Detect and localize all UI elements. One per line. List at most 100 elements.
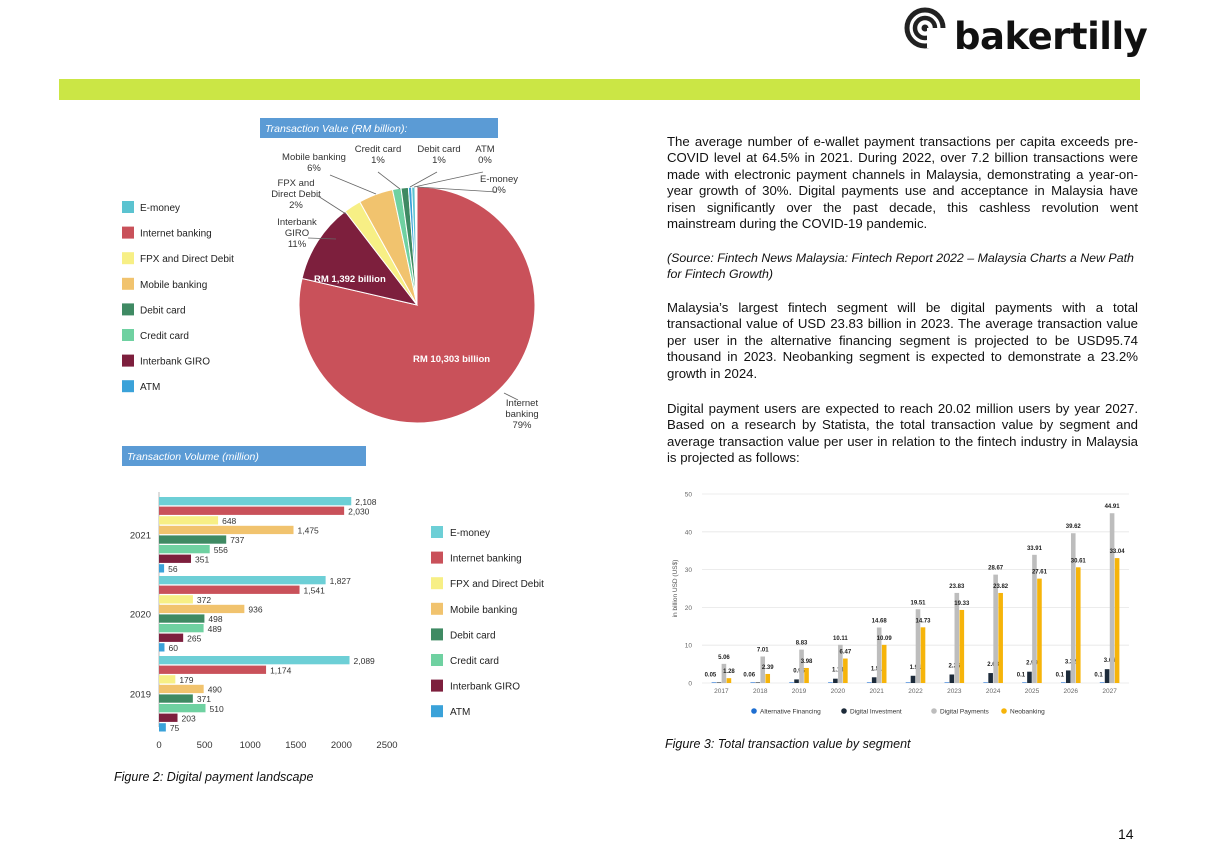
pie-legend-label: Mobile banking [140, 280, 207, 291]
pie-pct-label: GIRO [285, 228, 309, 239]
vbar-data-label: 44.91 [1105, 504, 1121, 510]
pie-legend-swatch [122, 201, 134, 213]
hbar-legend-label: E-money [450, 528, 490, 539]
hbar-data-label: 2,089 [354, 656, 376, 666]
pie-leader-line [409, 171, 438, 188]
vbar-bar-alternative-financing [866, 682, 872, 683]
paragraph-fintech-segment: Malaysia’s largest fintech segment will … [667, 300, 1138, 381]
pie-slice-internet-banking [298, 186, 536, 424]
pie-legend-label: Credit card [140, 331, 189, 342]
pie-pct-label: 0% [478, 155, 492, 166]
vbar-legend-label: Neobanking [1010, 709, 1045, 716]
vbar-legend-label: Digital Payments [940, 709, 990, 716]
pie-legend-label: Debit card [140, 305, 186, 316]
hbar-data-label: 2,030 [348, 506, 370, 516]
pie-leader-line [329, 174, 377, 195]
vbar-bar-alternative-financing [711, 682, 717, 683]
hbar-legend-label: Mobile banking [450, 605, 517, 616]
pie-leader-line [413, 171, 484, 188]
pie-legend-swatch [122, 329, 134, 341]
hbar-legend-label: Internet banking [450, 554, 522, 565]
hbar-bar-debit-card [159, 614, 205, 623]
vbar-bar-digital-investment [716, 682, 722, 683]
pie-legend-swatch [122, 303, 134, 316]
hbar-data-label: 936 [248, 605, 262, 615]
hbar-bar-fpx-and-direct-debit [159, 675, 176, 684]
figure-2-caption: Figure 2: Digital payment landscape [114, 770, 314, 784]
pie-pct-label: 1% [371, 155, 385, 166]
hbar-tick-label: 1500 [285, 740, 306, 751]
pie-pct-label: FPX and [278, 178, 315, 189]
hbar-bar-internet-banking [159, 506, 345, 515]
vbar-category-label: 2018 [753, 688, 768, 695]
vbar-data-label: 0.05 [705, 672, 717, 678]
vbar-data-label: 0.1 [1056, 672, 1065, 678]
pie-pct-label: Internet [506, 398, 539, 409]
pie-pct-label: 79% [512, 420, 532, 431]
vbar-bar-alternative-financing [1022, 682, 1027, 683]
paragraph-ewallet: The average number of e-wallet payment t… [667, 134, 1138, 232]
vbar-bar-alternative-financing [828, 682, 833, 683]
pie-legend-label: FPX and Direct Debit [140, 254, 234, 265]
vbar-bar-digital-investment [833, 678, 838, 683]
hbar-legend-label: FPX and Direct Debit [450, 579, 544, 590]
pie-leader-line [307, 237, 337, 240]
figure-3-caption: Figure 3: Total transaction value by seg… [665, 737, 911, 751]
paragraph-digital-payment-users: Digital payment users are expected to re… [667, 401, 1138, 466]
segment-value-bar-chart: 0 10 20 30 40 50 in billion USD (US$) 2017 0.05 5… [672, 492, 1129, 716]
pie-title: Transaction Value (RM billion): [265, 123, 407, 135]
hbar-legend-swatch [431, 679, 443, 692]
hbar-data-label: 75 [170, 723, 180, 733]
vbar-y-axis-label: in billion USD (US$) [672, 560, 679, 618]
vbar-tick-label: 10 [685, 643, 693, 650]
vbar-tick-label: 50 [685, 492, 693, 499]
vbar-bar-alternative-financing [983, 682, 988, 683]
pie-pct-label: 2% [289, 200, 303, 211]
hbar-bar-interbank-giro [159, 633, 184, 642]
hbar-title: Transaction Volume (million) [127, 451, 259, 463]
vbar-data-label: 19.51 [910, 600, 926, 606]
logo-text: bakertilly [954, 15, 1148, 58]
transaction-value-pie-chart: Transaction Value (RM billion): E-money In… [122, 118, 539, 431]
hbar-title-bar [122, 446, 366, 466]
vbar-bar-neobanking [1037, 578, 1042, 683]
vbar-bar-digital-payments [993, 574, 998, 683]
transaction-volume-bar-chart: Transaction Volume (million)20212,1082,0… [122, 446, 544, 751]
vbar-bar-neobanking [1075, 567, 1081, 683]
hbar-legend-swatch [431, 705, 443, 718]
pie-pct-label: 0% [492, 185, 506, 196]
hbar-legend-swatch [431, 577, 443, 590]
vbar-tick-label: 30 [685, 567, 693, 574]
pie-legend-label: Interbank GIRO [140, 357, 210, 368]
hbar-data-label: 372 [197, 595, 211, 605]
hbar-bar-credit-card [159, 545, 210, 554]
vbar-bar-digital-investment [755, 682, 761, 683]
pie-title-bar [260, 118, 498, 138]
hbar-tick-label: 2500 [376, 740, 397, 751]
hbar-data-label: 371 [197, 694, 211, 704]
vbar-data-label: 27.61 [1032, 570, 1048, 576]
hbar-category-label: 2019 [130, 689, 151, 700]
vbar-data-label: 2.39 [762, 665, 774, 671]
vbar-bar-digital-payments [954, 592, 960, 683]
vbar-category-label: 2021 [869, 688, 884, 695]
hbar-bar-debit-card [159, 535, 227, 544]
hbar-data-label: 510 [210, 704, 224, 714]
vbar-bar-alternative-financing [1099, 682, 1105, 683]
pie-pct-label: ATM [475, 144, 494, 155]
vbar-bar-digital-payments [721, 663, 727, 683]
pie-leader-line [317, 195, 347, 215]
pie-legend-swatch [122, 354, 134, 367]
pie-value-label: RM 1,392 billion [314, 274, 386, 285]
hbar-data-label: 56 [168, 564, 178, 574]
hbar-bar-debit-card [159, 694, 193, 703]
vbar-legend-marker [751, 708, 757, 714]
hbar-tick-label: 1000 [240, 740, 261, 751]
vbar-data-label: 1.28 [723, 669, 735, 675]
hbar-data-label: 2,108 [355, 497, 377, 507]
pie-legend-label: Internet banking [140, 229, 212, 240]
vbar-legend-label: Alternative Financing [760, 709, 821, 716]
vbar-tick-label: 40 [685, 529, 693, 536]
vbar-bar-neobanking [726, 678, 732, 683]
source-citation: (Source: Fintech News Malaysia: Fintech … [667, 251, 1134, 281]
